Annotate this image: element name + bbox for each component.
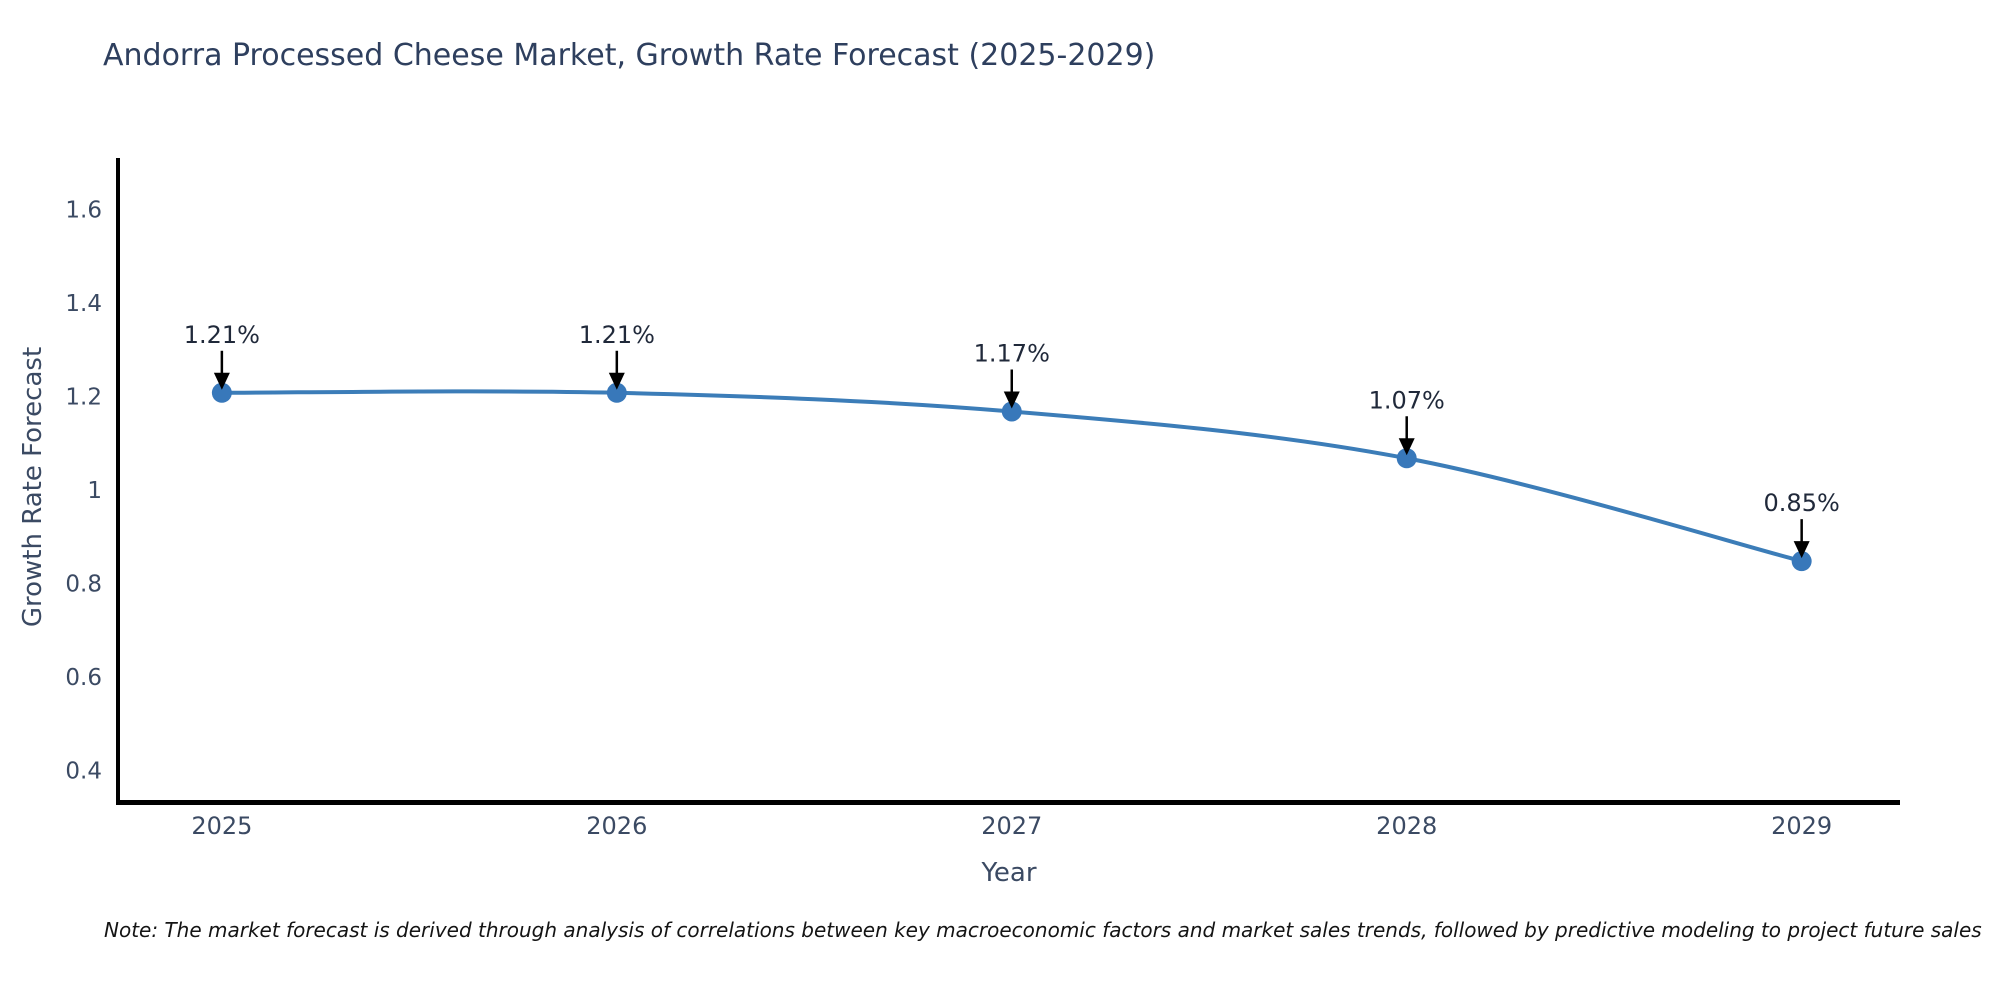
y-tick-label: 1.4 <box>65 291 102 317</box>
data-point-label: 0.85% <box>1764 489 1840 517</box>
x-axis-title: Year <box>981 858 1037 888</box>
x-tick-label: 2026 <box>586 812 647 840</box>
y-tick-label: 0.6 <box>65 665 102 691</box>
data-point-marker <box>1791 551 1812 572</box>
data-point-label: 1.21% <box>184 321 260 349</box>
footnote-text: Note: The market forecast is derived thr… <box>104 918 1982 942</box>
y-tick-label: 0.4 <box>65 759 102 785</box>
x-tick-label: 2028 <box>1376 812 1437 840</box>
chart-title: Andorra Processed Cheese Market, Growth … <box>103 38 1156 73</box>
x-tick-label: 2025 <box>191 812 252 840</box>
y-tick-label: 1.6 <box>65 197 102 223</box>
data-point-marker <box>1396 448 1417 469</box>
data-point-label: 1.17% <box>974 339 1050 367</box>
x-axis-spine <box>116 800 1900 805</box>
data-point-marker <box>606 382 627 403</box>
data-point-marker <box>211 382 232 403</box>
y-tick-label: 1 <box>87 478 102 504</box>
x-tick-label: 2029 <box>1771 812 1832 840</box>
annotation-arrow-head <box>1793 541 1810 559</box>
y-axis-spine <box>116 158 120 804</box>
y-tick-label: 1.2 <box>65 384 102 410</box>
y-tick-label: 0.8 <box>65 572 102 598</box>
y-axis-title: Growth Rate Forecast <box>18 346 48 628</box>
data-point-marker <box>1001 401 1022 422</box>
annotation-arrow-head <box>1398 438 1415 456</box>
annotation-arrow-head <box>1003 391 1020 409</box>
data-point-label: 1.21% <box>579 321 655 349</box>
annotation-arrow-head <box>608 372 625 390</box>
data-point-label: 1.07% <box>1369 386 1445 414</box>
x-tick-label: 2027 <box>981 812 1042 840</box>
annotation-arrow-head <box>213 372 230 390</box>
